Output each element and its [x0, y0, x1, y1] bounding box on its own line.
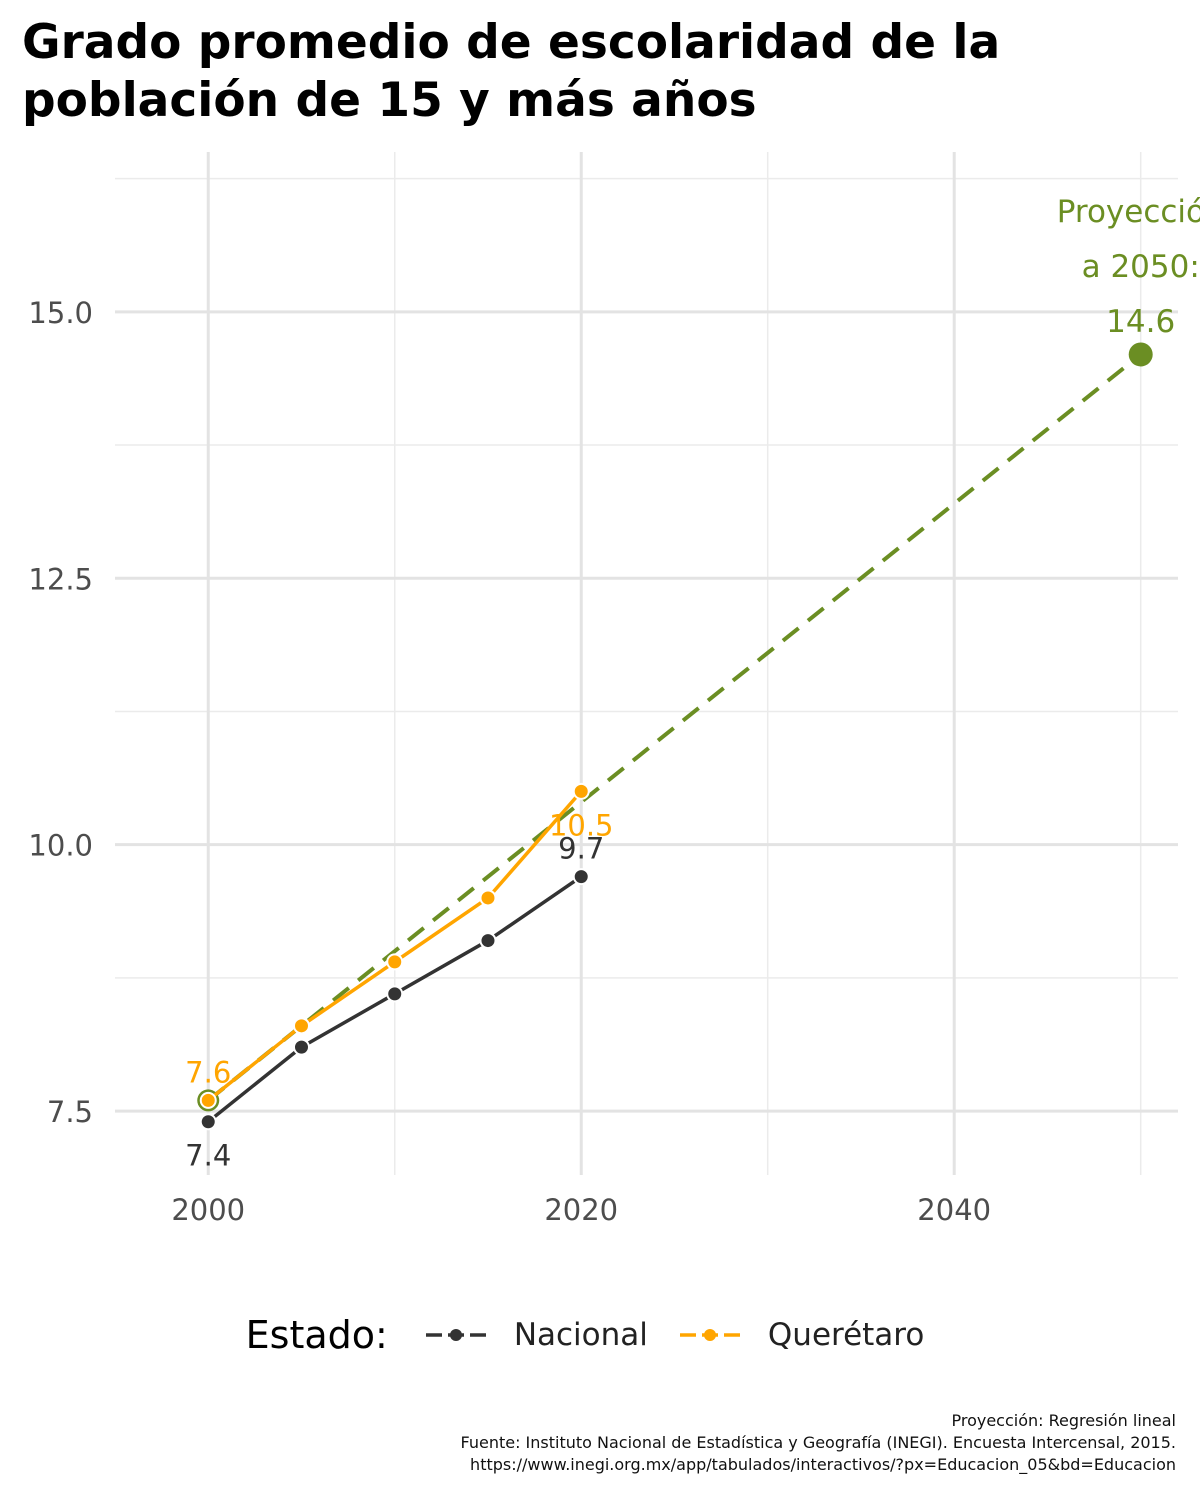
caption: Proyección: Regresión lineal Fuente: Ins… [461, 1410, 1177, 1476]
chart-title: Grado promedio de escolaridad de la pobl… [22, 15, 1001, 128]
y-tick-label: 10.0 [28, 829, 93, 863]
data-label: 10.5 [549, 808, 614, 842]
data-point [386, 953, 404, 971]
legend-item-nacional: Nacional [424, 1317, 648, 1353]
data-point [199, 1113, 217, 1131]
legend-key-nacional [425, 1329, 486, 1341]
data-label: 9.7 [558, 832, 604, 866]
y-tick-label: 15.0 [28, 296, 93, 330]
x-tick-label: 2020 [544, 1193, 618, 1227]
caption-source: Fuente: Instituto Nacional de Estadístic… [460, 1433, 1177, 1452]
legend-label-nacional: Nacional [513, 1317, 648, 1353]
data-point [292, 1038, 310, 1056]
x-tick-label: 2040 [917, 1193, 991, 1227]
y-tick-label: 7.5 [47, 1095, 93, 1129]
projection-line [206, 352, 1142, 1102]
legend-title: Estado: [245, 1313, 388, 1357]
legend: Estado: Nacional Querétaro [0, 1305, 1200, 1365]
legend-key-queretaro [679, 1329, 740, 1341]
caption-method: Proyección: Regresión lineal [951, 1411, 1176, 1430]
y-tick-label: 12.5 [28, 562, 93, 596]
projection-annotation: 14.6 [1106, 304, 1175, 340]
data-point [386, 985, 404, 1003]
caption-url: https://www.inegi.org.mx/app/tabulados/i… [470, 1455, 1176, 1474]
data-point [479, 889, 497, 907]
data-point [199, 1091, 217, 1109]
data-point [572, 868, 590, 886]
legend-label-queretaro: Querétaro [767, 1317, 925, 1353]
projection-annotation: a 2050: [1082, 249, 1200, 285]
projection-end-point [1128, 342, 1153, 367]
data-point [572, 782, 590, 800]
data-point [479, 932, 497, 950]
data-label: 7.4 [185, 1139, 231, 1173]
data-point [292, 1017, 310, 1035]
legend-item-queretaro: Querétaro [678, 1317, 924, 1353]
projection-annotation: Proyección [1057, 194, 1200, 230]
data-label: 7.6 [185, 1055, 231, 1089]
x-tick-label: 2000 [171, 1193, 245, 1227]
